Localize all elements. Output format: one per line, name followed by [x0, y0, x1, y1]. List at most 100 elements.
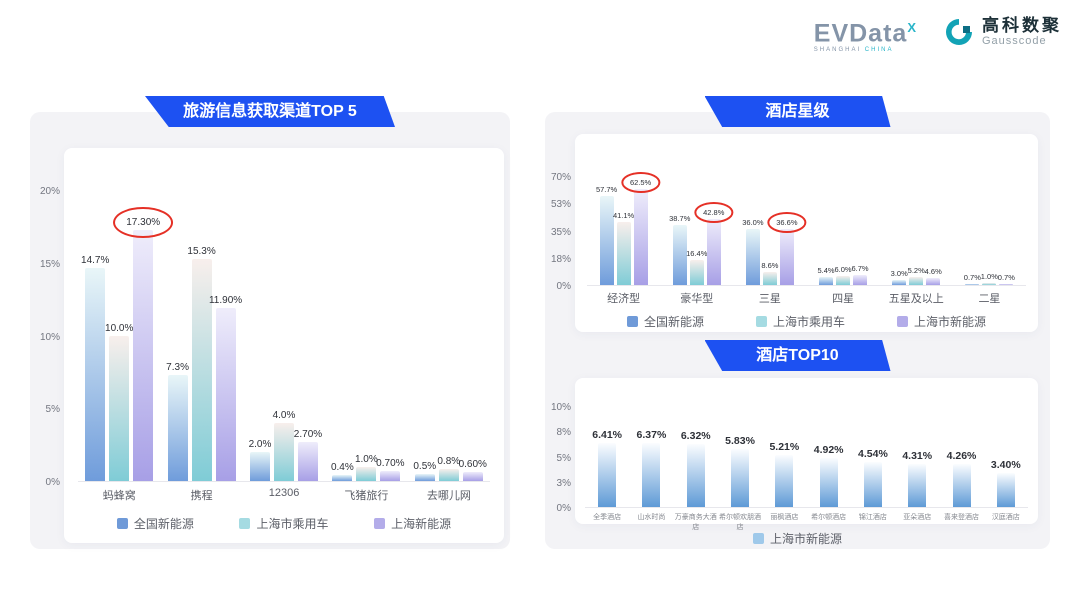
- y-tick-label: 20%: [39, 186, 60, 197]
- bar-value-label: 6.7%: [851, 263, 869, 273]
- legend-travel-channels: 全国新能源 上海市乘用车 上海新能源: [64, 515, 504, 532]
- y-axis-hotel-top10: 10% 8% 5% 3% 0%: [547, 402, 571, 514]
- bar-value-label-highlighted: 42.8%: [693, 201, 734, 223]
- legend-item[interactable]: 上海市乘用车: [239, 515, 328, 532]
- bar[interactable]: 5.2%: [908, 266, 925, 285]
- bar-group: 2.0% 4.0% 2.70%: [249, 410, 322, 481]
- legend-item[interactable]: 上海市新能源: [896, 313, 986, 330]
- legend-item[interactable]: 上海市乘用车: [755, 313, 845, 330]
- bar[interactable]: 0.7%: [964, 273, 981, 285]
- y-tick-label: 0%: [45, 477, 60, 488]
- bar[interactable]: 7.3%: [166, 362, 189, 481]
- bar-value-label: 36.0%: [742, 218, 764, 228]
- legend-color-swatch: [116, 518, 128, 529]
- bar[interactable]: 4.31%: [902, 450, 932, 507]
- bar[interactable]: 0.70%: [376, 458, 405, 481]
- bar-value-label: 1.0%: [354, 453, 378, 465]
- bar[interactable]: 0.7%: [998, 273, 1015, 285]
- bar-value-label: 6.37%: [636, 429, 667, 442]
- bar[interactable]: 4.54%: [858, 448, 888, 507]
- legend-label: 上海市乘用车: [256, 517, 329, 531]
- bar-value-label: 0.8%: [437, 456, 461, 468]
- bar[interactable]: 36.6%: [767, 211, 807, 285]
- y-tick-label: 0%: [556, 281, 571, 292]
- bar[interactable]: 62.5%: [620, 171, 661, 285]
- y-tick-label: 5%: [556, 452, 571, 464]
- y-tick-label: 5%: [45, 404, 60, 416]
- bar-group: 6.37%: [637, 429, 666, 507]
- legend-hotel-stars: 全国新能源 上海市乘用车 上海市新能源: [575, 313, 1038, 330]
- bar[interactable]: 10.0%: [105, 323, 133, 481]
- bar-group: 3.0% 5.2% 4.6%: [891, 266, 942, 285]
- bar-value-label: 4.31%: [902, 449, 933, 462]
- bar[interactable]: 57.7%: [596, 185, 617, 285]
- bar[interactable]: 6.37%: [637, 429, 666, 507]
- bar-value-label: 6.0%: [834, 264, 852, 274]
- bar-value-label: 14.7%: [81, 254, 110, 266]
- bar[interactable]: 3.40%: [991, 459, 1021, 507]
- bar[interactable]: 4.26%: [947, 450, 976, 507]
- legend-label: 全国新能源: [133, 517, 194, 531]
- bar[interactable]: 0.60%: [459, 459, 487, 481]
- bar[interactable]: 4.92%: [814, 444, 844, 507]
- y-tick-label: 8%: [556, 427, 571, 439]
- bar[interactable]: 0.5%: [413, 461, 436, 481]
- bar-value-label: 4.26%: [946, 450, 977, 463]
- legend-item[interactable]: 全国新能源: [626, 313, 704, 330]
- gausscode-en: Gausscode: [982, 35, 1047, 47]
- bar[interactable]: 0.8%: [437, 456, 460, 481]
- legend-color-swatch: [239, 518, 251, 529]
- bar[interactable]: 1.0%: [981, 272, 998, 285]
- bar-group: 57.7% 41.1% 62.5%: [596, 171, 661, 285]
- bar-value-label: 0.7%: [997, 272, 1015, 282]
- bar-value-label: 15.3%: [187, 246, 216, 258]
- x-category-label: 去哪儿网: [426, 490, 471, 502]
- bar[interactable]: 5.83%: [725, 435, 755, 507]
- bar[interactable]: 5.4%: [817, 266, 835, 285]
- bar[interactable]: 4.0%: [273, 410, 295, 481]
- bar[interactable]: 6.7%: [851, 264, 869, 285]
- bar[interactable]: 6.0%: [834, 265, 852, 285]
- bar[interactable]: 36.0%: [742, 218, 764, 285]
- legend-item[interactable]: 上海市新能源: [752, 530, 842, 547]
- legend-label: 上海新能源: [391, 517, 452, 531]
- bar[interactable]: 0.4%: [331, 462, 354, 481]
- bar[interactable]: 38.7%: [669, 214, 690, 285]
- gausscode-cn: 高科数聚: [982, 16, 1062, 35]
- bar[interactable]: 6.41%: [592, 429, 622, 507]
- bar[interactable]: 15.3%: [187, 246, 216, 481]
- plot-hotel-stars: 57.7% 41.1% 62.5% 38.7% 16.4% 42.8% 36.0% 8.6% 3…: [587, 148, 1026, 286]
- bar-group: 5.21%: [769, 441, 799, 507]
- bar-group: 0.4% 1.0% 0.70%: [331, 454, 405, 481]
- bar[interactable]: 6.32%: [681, 430, 711, 507]
- bar-value-label: 1.0%: [980, 272, 998, 282]
- dashboard-body: 旅游信息获取渠道TOP 5 20% 15% 10% 5% 0% 14.7% 10.0% 17…: [0, 60, 1080, 549]
- bar[interactable]: 3.0%: [891, 269, 908, 285]
- bar-value-label: 4.92%: [813, 443, 844, 456]
- legend-color-swatch: [752, 533, 764, 544]
- bar[interactable]: 41.1%: [613, 211, 634, 285]
- bar-value-label: 0.7%: [963, 272, 981, 282]
- bar-group: 6.41%: [592, 429, 622, 507]
- bar[interactable]: 16.4%: [686, 249, 707, 285]
- bar[interactable]: 5.21%: [769, 441, 799, 507]
- gausscode-logo-text: 高科数聚 Gausscode: [982, 16, 1062, 48]
- bar[interactable]: 17.30%: [113, 207, 174, 481]
- legend-item[interactable]: 全国新能源: [116, 515, 194, 532]
- bar[interactable]: 42.8%: [693, 201, 734, 285]
- bar[interactable]: 1.0%: [355, 454, 378, 481]
- y-tick-label: 18%: [550, 253, 571, 265]
- bar-group: 14.7% 10.0% 17.30%: [81, 207, 174, 481]
- bar[interactable]: 8.6%: [761, 261, 778, 285]
- legend-item[interactable]: 上海新能源: [374, 515, 451, 532]
- bar[interactable]: 14.7%: [81, 255, 109, 481]
- bar[interactable]: 11.90%: [209, 295, 242, 481]
- bar-value-label: 16.4%: [686, 248, 708, 258]
- bar[interactable]: 2.0%: [249, 439, 271, 481]
- legend-hotel-top10: 上海市新能源: [545, 530, 1050, 547]
- bar[interactable]: 2.70%: [294, 429, 322, 481]
- bar[interactable]: 4.6%: [925, 267, 942, 285]
- bar-value-label: 38.7%: [669, 214, 691, 224]
- x-axis-travel-channels: 蚂蜂窝 携程 12306 飞猪旅行 去哪儿网: [78, 487, 490, 503]
- bar-group: 0.5% 0.8% 0.60%: [413, 456, 487, 481]
